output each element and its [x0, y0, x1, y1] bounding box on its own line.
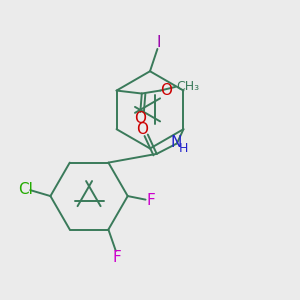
Text: O: O [136, 122, 148, 137]
Text: F: F [146, 193, 155, 208]
Text: O: O [160, 83, 172, 98]
Text: I: I [157, 35, 161, 50]
Text: F: F [113, 250, 122, 265]
Text: H: H [179, 142, 188, 155]
Text: CH₃: CH₃ [176, 80, 200, 94]
Text: Cl: Cl [19, 182, 34, 197]
Text: O: O [134, 111, 146, 126]
Text: N: N [170, 135, 182, 150]
